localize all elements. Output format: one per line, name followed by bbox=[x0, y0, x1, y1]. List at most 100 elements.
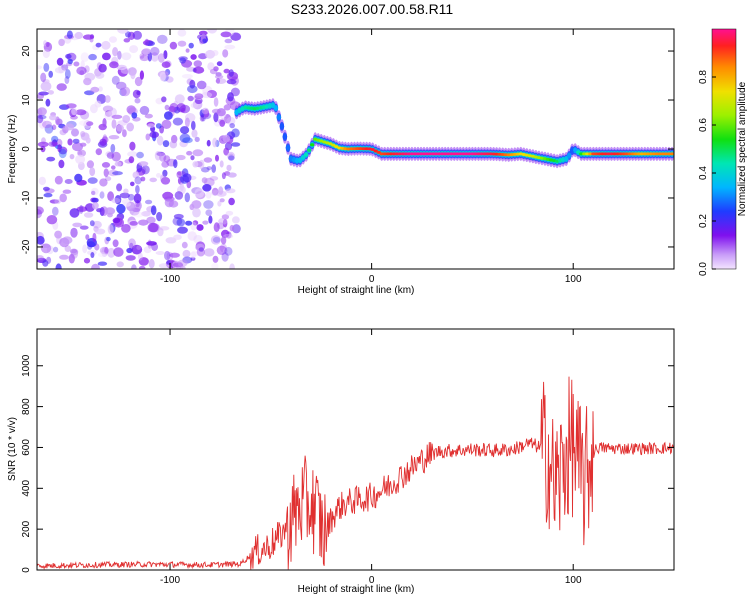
noise-blob bbox=[64, 69, 71, 79]
noise-blob bbox=[187, 95, 194, 102]
noise-blob bbox=[109, 61, 119, 69]
noise-blob bbox=[169, 41, 178, 50]
noise-blob bbox=[74, 173, 83, 183]
noise-blob bbox=[120, 86, 131, 97]
ridge-mark bbox=[370, 148, 375, 151]
noise-blob bbox=[190, 251, 196, 259]
noise-blob bbox=[37, 206, 44, 215]
noise-blob bbox=[150, 52, 159, 62]
noise-blob bbox=[48, 141, 58, 148]
noise-blob bbox=[128, 156, 135, 164]
noise-blob bbox=[177, 40, 187, 47]
noise-blob bbox=[199, 115, 205, 122]
noise-blob bbox=[231, 142, 241, 147]
noise-blob bbox=[37, 65, 43, 70]
y-tick-label: 0 bbox=[21, 146, 32, 152]
noise-blob bbox=[156, 173, 161, 178]
noise-blob bbox=[157, 227, 164, 237]
noise-blob bbox=[218, 218, 228, 225]
ridge-mark bbox=[409, 152, 415, 156]
noise-blob bbox=[106, 152, 115, 159]
noise-blob bbox=[221, 172, 226, 180]
noise-blob bbox=[196, 80, 207, 90]
ridge-mark bbox=[276, 115, 282, 119]
ridge-mark bbox=[573, 148, 578, 152]
noise-blob bbox=[136, 151, 144, 159]
noise-blob bbox=[148, 259, 155, 269]
noise-blob bbox=[89, 220, 95, 227]
noise-blob bbox=[180, 126, 190, 135]
noise-blob bbox=[37, 209, 42, 219]
noise-blob bbox=[54, 199, 61, 204]
noise-blob bbox=[139, 265, 146, 269]
noise-blob bbox=[130, 69, 136, 80]
spectrogram-y-ticks: -20 -10 0 10 20 bbox=[21, 45, 674, 254]
noise-blob bbox=[179, 57, 186, 64]
noise-blob bbox=[104, 176, 112, 182]
noise-blob bbox=[95, 72, 105, 79]
noise-blob bbox=[185, 48, 190, 53]
noise-blob bbox=[224, 44, 236, 50]
noise-blob bbox=[215, 77, 221, 84]
noise-blob bbox=[147, 123, 155, 128]
noise-blob bbox=[129, 221, 138, 226]
noise-blob bbox=[57, 144, 62, 153]
noise-blob bbox=[64, 123, 75, 131]
noise-blob bbox=[66, 30, 73, 39]
x-tick-label: -100 bbox=[160, 575, 180, 586]
noise-blob bbox=[209, 176, 219, 181]
noise-blob bbox=[205, 191, 212, 199]
noise-blob bbox=[209, 68, 218, 75]
ridge-mark bbox=[306, 148, 312, 152]
noise-blob bbox=[87, 177, 98, 184]
noise-blob bbox=[172, 117, 183, 126]
noise-blob bbox=[37, 141, 49, 148]
noise-blob bbox=[106, 236, 111, 242]
snr-y-ticks: 0 200 400 600 800 1000 bbox=[21, 354, 674, 573]
noise-blob bbox=[72, 142, 83, 152]
noise-blob bbox=[40, 243, 51, 248]
ridge-mark bbox=[303, 153, 309, 157]
ridge-mark bbox=[564, 157, 569, 161]
noise-blob bbox=[186, 150, 193, 156]
noise-blob bbox=[141, 211, 151, 217]
noise-blob bbox=[62, 236, 73, 244]
noise-blob bbox=[141, 48, 151, 55]
noise-blob bbox=[223, 68, 230, 74]
noise-blob bbox=[117, 50, 122, 60]
noise-blob bbox=[37, 235, 45, 245]
noise-blob bbox=[110, 143, 116, 153]
noise-blob bbox=[147, 222, 159, 233]
noise-blob bbox=[89, 167, 96, 177]
noise-blob bbox=[182, 137, 193, 144]
noise-blob bbox=[138, 161, 149, 167]
noise-blob bbox=[75, 154, 86, 165]
colorbar: 0.0 0.2 0.4 0.6 0.8 Normalized spectral ampl… bbox=[698, 28, 748, 276]
snr-trace-line bbox=[37, 376, 674, 570]
noise-blob bbox=[98, 86, 103, 92]
noise-blob bbox=[164, 104, 170, 111]
noise-blob bbox=[157, 34, 168, 45]
noise-blob bbox=[198, 159, 205, 170]
noise-blob bbox=[176, 218, 186, 227]
noise-blob bbox=[59, 254, 69, 260]
noise-blob bbox=[58, 63, 64, 74]
noise-blob bbox=[191, 129, 198, 138]
noise-blob bbox=[69, 154, 75, 160]
noise-blob bbox=[111, 151, 121, 162]
noise-blob bbox=[190, 54, 197, 60]
ridge-mark bbox=[663, 152, 669, 156]
noise-blob bbox=[176, 171, 182, 179]
noise-blob bbox=[123, 201, 131, 207]
noise-blob bbox=[173, 234, 182, 240]
ridge-mark bbox=[624, 152, 629, 156]
noise-blob bbox=[85, 137, 91, 144]
noise-blob bbox=[73, 61, 80, 67]
colorbar-gradient bbox=[711, 28, 737, 270]
noise-blob bbox=[64, 179, 73, 184]
noise-blob bbox=[220, 31, 232, 38]
ridge-mark bbox=[397, 152, 402, 156]
noise-blob bbox=[198, 53, 208, 60]
noise-blob bbox=[193, 60, 202, 68]
